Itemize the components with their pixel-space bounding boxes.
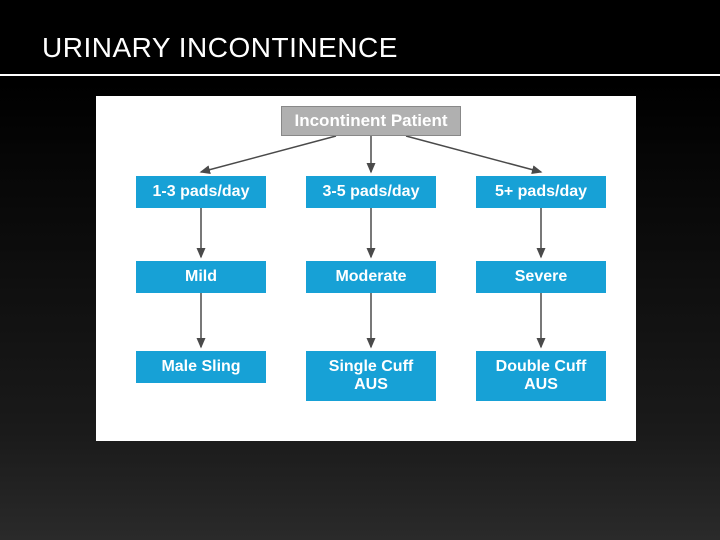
pads-node-0: 1-3 pads/day bbox=[136, 176, 266, 208]
treatment-node-2: Double Cuff AUS bbox=[476, 351, 606, 401]
severity-node-0: Mild bbox=[136, 261, 266, 293]
pads-node-2: 5+ pads/day bbox=[476, 176, 606, 208]
root-node: Incontinent Patient bbox=[281, 106, 461, 136]
flowchart-panel: Incontinent Patient 1-3 pads/day Mild Ma… bbox=[96, 96, 636, 441]
severity-node-2: Severe bbox=[476, 261, 606, 293]
title-underline bbox=[0, 74, 720, 76]
pads-node-1: 3-5 pads/day bbox=[306, 176, 436, 208]
treatment-node-0: Male Sling bbox=[136, 351, 266, 383]
page-title: URINARY INCONTINENCE bbox=[42, 32, 398, 64]
treatment-node-1: Single Cuff AUS bbox=[306, 351, 436, 401]
severity-node-1: Moderate bbox=[306, 261, 436, 293]
